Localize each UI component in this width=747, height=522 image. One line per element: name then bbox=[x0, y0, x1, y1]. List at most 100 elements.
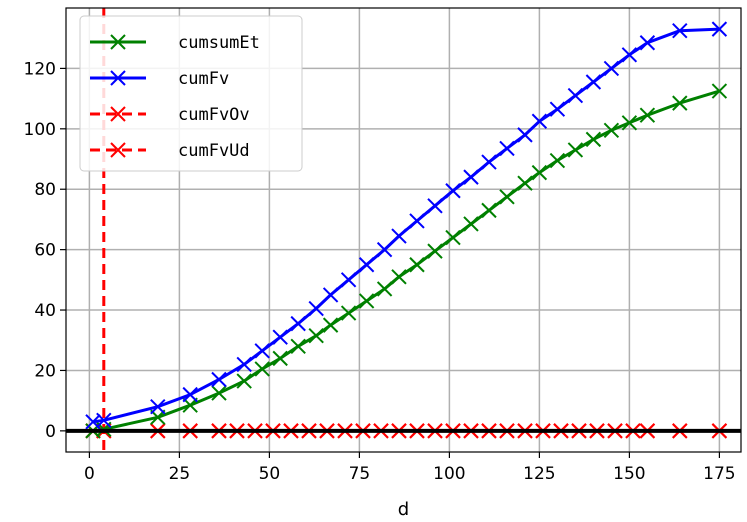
legend-label: cumFvUd bbox=[178, 141, 250, 161]
data-point-cumsumEt bbox=[272, 350, 288, 367]
point-marker-stroke bbox=[639, 107, 656, 123]
point-marker-stroke bbox=[672, 95, 688, 111]
data-point-cumsumEt bbox=[672, 95, 688, 111]
point-marker-stroke bbox=[236, 356, 252, 373]
data-point-cumFv bbox=[621, 47, 638, 63]
data-point-cumsumEt bbox=[211, 385, 227, 401]
point-marker-stroke bbox=[481, 154, 497, 170]
plot-area-frame bbox=[65, 7, 742, 453]
x-tick-label: 50 bbox=[259, 464, 281, 484]
data-point-cumFv bbox=[463, 169, 479, 185]
point-marker-stroke bbox=[549, 101, 566, 117]
point-marker-stroke bbox=[499, 140, 515, 157]
point-marker-stroke bbox=[290, 315, 306, 332]
data-point-cumFv bbox=[182, 386, 198, 403]
legend-marker-stroke bbox=[110, 70, 126, 86]
point-marker-stroke bbox=[358, 293, 375, 309]
data-point-cumFv bbox=[639, 35, 656, 51]
data-point-cumsumEt bbox=[499, 189, 515, 205]
data-point-cumsumEt bbox=[376, 281, 393, 297]
legend-marker-stroke bbox=[110, 34, 126, 50]
data-point-cumFv bbox=[445, 183, 461, 199]
point-marker-stroke bbox=[463, 216, 479, 232]
point-marker-stroke bbox=[358, 257, 375, 273]
y-tick-label: 120 bbox=[24, 59, 56, 79]
legend-item-cumFv: cumFv bbox=[90, 69, 229, 89]
x-tick-label: 150 bbox=[613, 464, 645, 484]
axis-ticks: 0 25 50 75 100 125 150 175 0 20 40 60 80 100 120 bbox=[24, 59, 736, 484]
point-marker-stroke bbox=[409, 257, 425, 273]
y-tick-label: 100 bbox=[24, 120, 56, 140]
point-marker-stroke bbox=[499, 189, 515, 205]
point-marker-stroke bbox=[517, 127, 533, 143]
data-point-cumsumEt bbox=[639, 107, 656, 123]
data-point-cumFv bbox=[409, 213, 425, 229]
x-tick-label: 100 bbox=[433, 464, 465, 484]
data-point-cumsumEt bbox=[290, 338, 306, 354]
data-point-cumsumEt bbox=[463, 216, 479, 232]
data-point-cumFv bbox=[340, 272, 357, 288]
point-marker-stroke bbox=[211, 385, 227, 401]
data-point-cumsumEt bbox=[549, 152, 566, 169]
data-point-cumFv bbox=[254, 343, 270, 359]
data-point-cumFv bbox=[481, 154, 497, 170]
legend-label: cumFvOv bbox=[178, 105, 250, 125]
point-marker-stroke bbox=[376, 241, 393, 258]
data-point-cumFv bbox=[517, 127, 533, 143]
grid bbox=[66, 8, 741, 452]
data-point-cumsumEt bbox=[358, 293, 375, 309]
point-marker-stroke bbox=[308, 300, 324, 317]
point-marker-stroke bbox=[445, 183, 461, 199]
point-marker-stroke bbox=[340, 305, 357, 321]
x-tick-label: 25 bbox=[169, 464, 191, 484]
point-marker-stroke bbox=[481, 202, 497, 219]
x-tick-label: 0 bbox=[84, 464, 95, 484]
data-point-cumFv bbox=[96, 412, 112, 428]
data-point-cumFv bbox=[290, 315, 306, 332]
point-marker-stroke bbox=[340, 272, 357, 288]
data-point-cumsumEt bbox=[585, 131, 602, 148]
legend-marker-stroke bbox=[110, 142, 126, 158]
data-point-cumFv bbox=[322, 287, 339, 303]
data-point-cumsumEt bbox=[308, 328, 324, 344]
point-marker-stroke bbox=[182, 386, 198, 403]
data-point-cumFv bbox=[211, 371, 227, 388]
point-marker-stroke bbox=[211, 371, 227, 388]
point-marker-stroke bbox=[308, 328, 324, 344]
point-marker-stroke bbox=[391, 269, 407, 285]
data-point-cumFv bbox=[391, 228, 407, 244]
point-marker-stroke bbox=[603, 122, 620, 139]
y-tick-label: 40 bbox=[34, 301, 56, 321]
point-marker-stroke bbox=[463, 169, 479, 185]
point-marker-stroke bbox=[254, 361, 270, 377]
data-point-cumsumEt bbox=[567, 142, 584, 158]
point-marker-stroke bbox=[531, 164, 548, 181]
legend-label: cumsumEt bbox=[178, 33, 260, 53]
point-marker-stroke bbox=[409, 213, 425, 229]
point-marker-stroke bbox=[639, 35, 656, 51]
y-tick-label: 20 bbox=[34, 361, 56, 381]
x-axis-label: d bbox=[398, 499, 409, 520]
legend-label: cumFv bbox=[178, 69, 229, 89]
point-marker-stroke bbox=[585, 131, 602, 148]
point-marker-stroke bbox=[272, 329, 288, 345]
legend-box bbox=[79, 15, 303, 172]
point-marker-stroke bbox=[531, 113, 548, 129]
point-marker-stroke bbox=[272, 350, 288, 367]
point-marker-stroke bbox=[567, 87, 584, 104]
data-point-cumFv bbox=[358, 257, 375, 273]
point-marker-stroke bbox=[391, 228, 407, 244]
legend-marker-stroke bbox=[110, 106, 126, 122]
data-point-cumFv bbox=[150, 398, 166, 415]
point-marker-stroke bbox=[322, 287, 339, 303]
data-point-cumFv bbox=[272, 329, 288, 345]
point-marker-stroke bbox=[322, 317, 339, 333]
data-point-cumsumEt bbox=[445, 229, 461, 246]
data-point-cumFv bbox=[499, 140, 515, 157]
y-tick-label: 60 bbox=[34, 241, 56, 261]
data-point-cumFv bbox=[531, 113, 548, 129]
point-marker-stroke bbox=[236, 373, 252, 389]
data-point-cumFv bbox=[603, 60, 620, 77]
point-marker-stroke bbox=[376, 281, 393, 297]
